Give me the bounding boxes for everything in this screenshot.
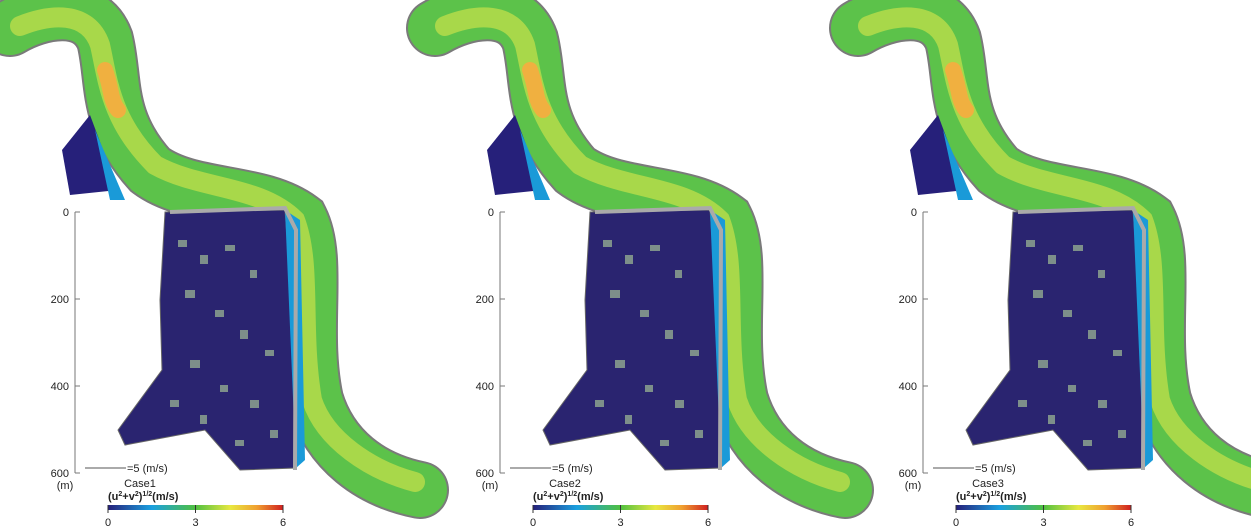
colorbar-label-part: (u	[533, 491, 543, 503]
y-tick-label: 0	[488, 207, 494, 219]
case-title: Case3	[972, 478, 1004, 490]
colorbar-label-part: (u	[956, 491, 966, 503]
colorbar-label: (u2+v2)1/2(m/s)	[956, 491, 1027, 503]
y-tick-label: 0	[911, 207, 917, 219]
colorbar-tick-label: 3	[192, 517, 198, 529]
colorbar-tick-label: 0	[105, 517, 111, 529]
vector-label: =5 (m/s)	[127, 463, 168, 475]
panel: 0 200 400 600(m) =5 (m/s) Case1(u2+v2)1/2(m/s…	[10, 12, 420, 529]
y-tick-label: 600	[899, 468, 917, 480]
colorbar-label-part: (m/s)	[577, 491, 604, 503]
velocity-map	[435, 12, 845, 490]
y-unit: (m)	[905, 480, 922, 492]
colorbar-label-part: 1/2	[567, 491, 577, 498]
y-tick-label: 600	[476, 468, 494, 480]
y-tick-label: 400	[51, 381, 69, 393]
colorbar-tick-label: 6	[1128, 517, 1134, 529]
colorbar-label-part: (m/s)	[152, 491, 179, 503]
colorbar-tick-label: 3	[1040, 517, 1046, 529]
velocity-map	[10, 12, 420, 490]
colorbar-label-part: +v	[547, 491, 560, 503]
vector-label: =5 (m/s)	[552, 463, 593, 475]
y-unit: (m)	[57, 480, 74, 492]
y-tick-label: 200	[899, 294, 917, 306]
colorbar-label-part: +v	[122, 491, 135, 503]
y-tick-label: 0	[63, 207, 69, 219]
colorbar-tick-label: 6	[280, 517, 286, 529]
y-tick-label: 400	[476, 381, 494, 393]
figure: 0200400600(m)=5 (m/s)Case1(u2+v2)1/2(m/s…	[0, 0, 1251, 532]
colorbar-label-part: 1/2	[142, 491, 152, 498]
vector-label: =5 (m/s)	[975, 463, 1016, 475]
velocity-map	[858, 12, 1251, 490]
case-title: Case2	[549, 478, 581, 490]
y-tick-label: 200	[51, 294, 69, 306]
panel: 0 200 400 600(m) =5 (m/s) Case3(u2+v2)1/2(m/s…	[858, 12, 1251, 529]
colorbar-label-part: 1/2	[990, 491, 1000, 498]
colorbar-label-part: +v	[970, 491, 983, 503]
y-unit: (m)	[482, 480, 499, 492]
y-tick-label: 600	[51, 468, 69, 480]
colorbar-label-part: (u	[108, 491, 118, 503]
colorbar-tick-label: 3	[617, 517, 623, 529]
colorbar-tick-label: 0	[953, 517, 959, 529]
colorbar-label-part: (m/s)	[1000, 491, 1027, 503]
colorbar-label: (u2+v2)1/2(m/s)	[108, 491, 179, 503]
colorbar-tick-label: 0	[530, 517, 536, 529]
case-title: Case1	[124, 478, 156, 490]
colorbar-tick-label: 6	[705, 517, 711, 529]
colorbar-label: (u2+v2)1/2(m/s)	[533, 491, 604, 503]
y-tick-label: 400	[899, 381, 917, 393]
y-tick-label: 200	[476, 294, 494, 306]
panel: 0 200 400 600(m) =5 (m/s) Case2(u2+v2)1/2(m/s…	[435, 12, 845, 529]
